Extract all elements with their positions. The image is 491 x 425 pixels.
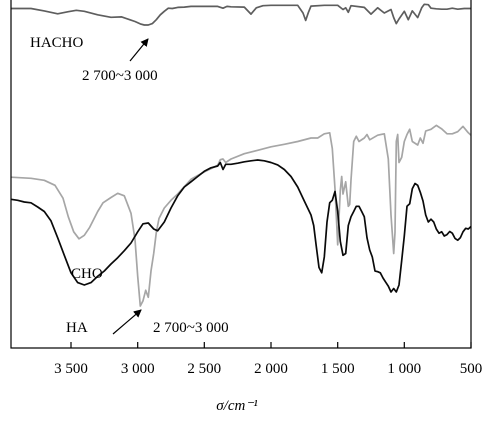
series-label-ha: HA [66,320,88,336]
x-tick-label: 2 500 [187,361,221,377]
series-line-ha [10,159,472,293]
x-tick-label: 500 [460,361,483,377]
x-tick-label: 3 000 [121,361,155,377]
annotation-arrow-bottom [112,309,142,335]
series-label-hacho: HACHO [30,35,84,51]
series-line-hacho [11,3,471,26]
x-tick-label: 1 500 [321,361,355,377]
annotation-label-top: 2 700~3 000 [82,68,158,84]
series-line-cho [10,124,472,307]
annotation-arrow-top [129,38,149,62]
x-tick-label: 3 500 [54,361,88,377]
x-tick-label: 1 000 [387,361,421,377]
x-axis-title: σ/cm⁻¹ [216,398,258,414]
series-label-cho: CHO [71,266,103,282]
series-layer [10,3,472,307]
plot-frame [10,0,472,349]
x-axis-ticks: 3 500 3 000 2 500 2 000 1 500 1 000 500 [54,342,482,377]
annotation-label-bottom: 2 700~3 000 [153,320,229,336]
x-tick-label: 2 000 [254,361,288,377]
